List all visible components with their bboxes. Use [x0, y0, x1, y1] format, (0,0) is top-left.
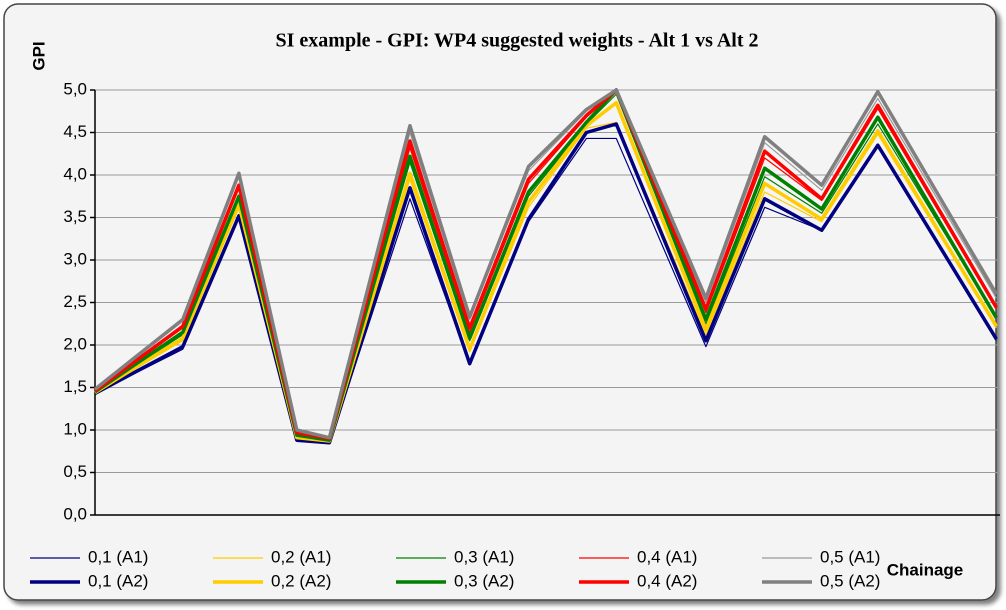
y-tick-label: 2,5: [63, 292, 87, 311]
series-line: [94, 88, 998, 442]
legend-label: 0,4 (A2): [637, 571, 697, 590]
y-tick-label: 1,0: [63, 419, 87, 438]
legend-label: 0,1 (A1): [88, 547, 148, 566]
y-tick-label: 4,5: [63, 122, 87, 141]
y-tick-label: 2,0: [63, 334, 87, 353]
legend-label: 0,5 (A2): [820, 571, 880, 590]
legend-label: 0,2 (A1): [271, 547, 331, 566]
y-tick-label: 3,5: [63, 207, 87, 226]
legend-label: 0,2 (A2): [271, 571, 331, 590]
x-axis-label: Chainage: [887, 560, 964, 579]
legend-label: 0,1 (A2): [88, 571, 148, 590]
y-tick-label: 4,0: [63, 164, 87, 183]
y-tick-label: 0,5: [63, 462, 87, 481]
y-tick-label: 0,0: [63, 504, 87, 523]
series-line: [93, 88, 998, 440]
y-axis-label: GPI: [29, 41, 48, 70]
chart-title: SI example - GPI: WP4 suggested weights …: [276, 30, 759, 52]
y-tick-label: 1,5: [63, 377, 87, 396]
legend-label: 0,4 (A1): [637, 547, 697, 566]
legend-label: 0,5 (A1): [820, 547, 880, 566]
series-line: [93, 88, 998, 441]
legend-label: 0,3 (A1): [454, 547, 514, 566]
y-tick-label: 3,0: [63, 249, 87, 268]
legend-label: 0,3 (A2): [454, 571, 514, 590]
series-line: [94, 122, 998, 445]
y-tick-label: 5,0: [63, 79, 87, 98]
